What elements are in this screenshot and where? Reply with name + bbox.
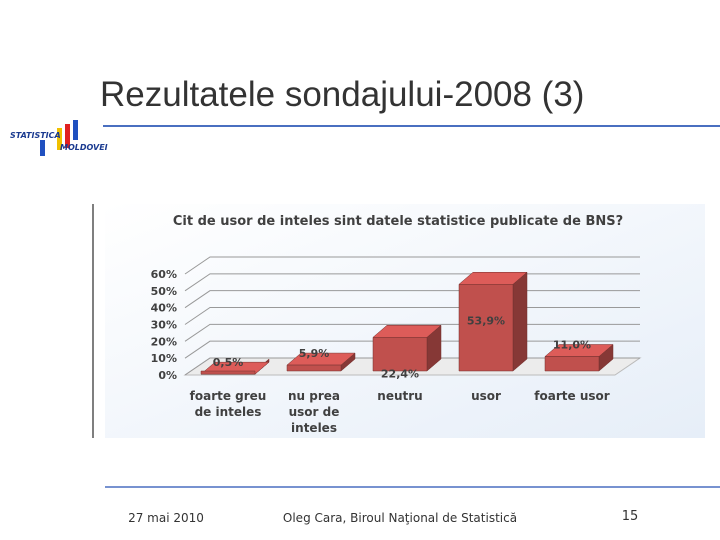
y-tick-label: 0% [158,369,177,382]
bar [544,343,614,372]
bar-front [458,284,514,372]
bar [200,358,270,375]
slide-title: Rezultatele sondajului-2008 (3) [100,75,584,114]
value-label: 53,9% [467,314,505,327]
x-tick-label: neutru [377,389,423,403]
chart-area [105,204,705,438]
bar [372,324,442,372]
y-tick-label: 60% [151,268,177,281]
chart-title: Cit de usor de inteles sint datele stati… [173,214,623,229]
bar [286,352,356,372]
value-label: 0,5% [213,356,244,369]
y-tick-label: 30% [151,319,177,332]
bar-front [544,356,600,372]
x-tick-label: foarte usor [534,389,610,403]
logo: STATISTICA MOLDOVEI [10,120,108,156]
bar [458,271,528,372]
y-tick-label: 10% [151,352,177,365]
bar-front [286,364,342,372]
y-tick-label: 20% [151,335,177,348]
bar-side [512,271,528,372]
logo-text: STATISTICA [10,131,61,140]
value-label: 11,0% [553,338,591,351]
grid-line [184,256,640,275]
footer-author: Oleg Cara, Biroul Naţional de Statistică [283,511,517,525]
y-tick-label: 40% [151,302,177,315]
value-label: 5,9% [299,347,330,360]
x-tick-label: nu prea usor de inteles [287,389,340,435]
footer-date: 27 mai 2010 [128,511,204,525]
bar-front [200,370,256,375]
page-number: 15 [622,509,639,524]
value-label: 22,4% [381,367,419,380]
x-tick-label: foarte greu de inteles [189,389,267,419]
logo-text: MOLDOVEI [60,143,108,152]
x-tick-label: usor [471,389,501,403]
y-tick-label: 50% [151,285,177,298]
bar-front [372,337,428,372]
